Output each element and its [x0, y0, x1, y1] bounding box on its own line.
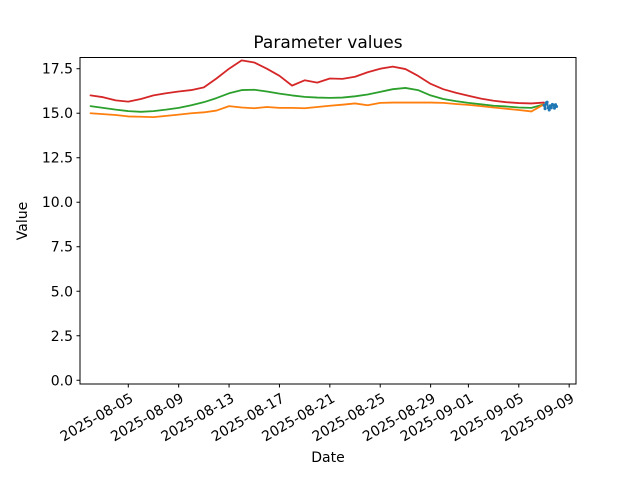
x-axis-label: Date — [311, 450, 345, 466]
series-blue-marker — [552, 106, 556, 110]
series-blue-marker — [549, 106, 553, 110]
y-tick-label: 17.5 — [42, 62, 73, 78]
series-orange-line — [89, 101, 545, 119]
series-blue-marker — [555, 104, 559, 108]
y-tick-label: 0.0 — [51, 373, 73, 389]
series-blue-marker — [542, 103, 546, 107]
y-tick-label: 12.5 — [42, 151, 73, 167]
series-blue-marker — [543, 107, 547, 111]
series-red-line — [89, 59, 545, 105]
axes-spines — [79, 57, 577, 385]
y-tick-label: 15.0 — [42, 106, 73, 122]
chart-title: Parameter values — [253, 33, 403, 53]
y-tick-label: 2.5 — [51, 329, 73, 345]
series-blue-marker — [545, 100, 549, 104]
series-blue-marker — [547, 108, 551, 112]
y-tick-label: 10.0 — [42, 195, 73, 211]
y-axis-label: Value — [15, 201, 31, 241]
y-tick-label: 5.0 — [51, 284, 73, 300]
y-tick-label: 7.5 — [51, 240, 73, 256]
series-green-line — [89, 87, 545, 113]
